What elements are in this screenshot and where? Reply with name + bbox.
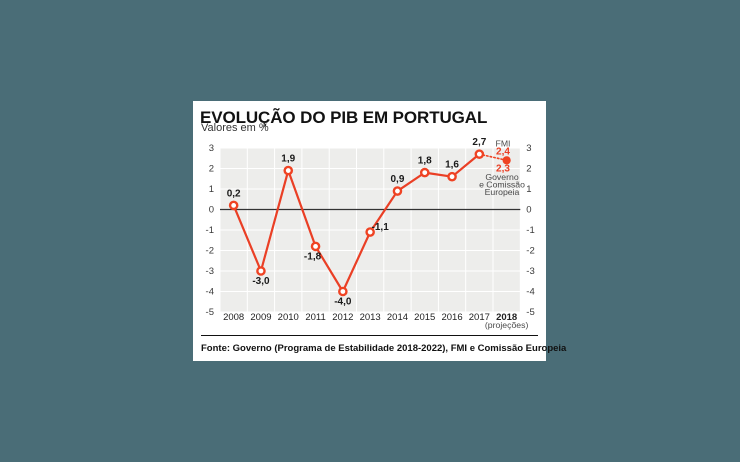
svg-text:-3: -3	[526, 266, 534, 277]
svg-text:3: 3	[526, 143, 531, 154]
svg-text:0,9: 0,9	[390, 174, 404, 185]
svg-text:-3: -3	[206, 266, 214, 277]
svg-text:0: 0	[526, 205, 531, 216]
svg-text:-4: -4	[206, 287, 214, 298]
svg-text:-1: -1	[526, 225, 534, 236]
svg-text:2: 2	[209, 164, 214, 175]
svg-text:2014: 2014	[387, 312, 408, 323]
svg-text:0: 0	[209, 205, 214, 216]
svg-text:2009: 2009	[250, 312, 271, 323]
svg-text:2008: 2008	[223, 312, 244, 323]
svg-text:1: 1	[209, 184, 214, 195]
svg-text:2010: 2010	[278, 312, 299, 323]
svg-text:(projeções): (projeções)	[485, 320, 529, 330]
svg-text:2,7: 2,7	[472, 137, 486, 148]
svg-text:2012: 2012	[332, 312, 353, 323]
svg-text:3: 3	[209, 143, 214, 154]
svg-text:-2: -2	[526, 246, 534, 257]
svg-text:-2: -2	[206, 246, 214, 257]
svg-text:-1,1: -1,1	[372, 222, 390, 233]
svg-text:-5: -5	[206, 307, 214, 318]
svg-text:1: 1	[526, 184, 531, 195]
svg-text:1,6: 1,6	[445, 160, 459, 171]
svg-text:-1,8: -1,8	[304, 251, 322, 262]
svg-text:-3,0: -3,0	[252, 276, 270, 287]
svg-text:-4,0: -4,0	[334, 297, 352, 308]
svg-text:-4: -4	[526, 287, 534, 298]
svg-text:Europeia: Europeia	[485, 187, 520, 197]
svg-text:1,9: 1,9	[281, 154, 295, 165]
svg-text:2: 2	[526, 164, 531, 175]
svg-text:2015: 2015	[414, 312, 435, 323]
svg-text:1,8: 1,8	[418, 156, 432, 167]
svg-text:0,2: 0,2	[227, 188, 241, 199]
svg-text:2,4: 2,4	[496, 147, 510, 158]
svg-text:2011: 2011	[305, 312, 325, 323]
svg-text:2013: 2013	[360, 312, 381, 323]
svg-text:2016: 2016	[441, 312, 462, 323]
svg-text:-5: -5	[526, 307, 534, 318]
svg-text:-1: -1	[206, 225, 214, 236]
